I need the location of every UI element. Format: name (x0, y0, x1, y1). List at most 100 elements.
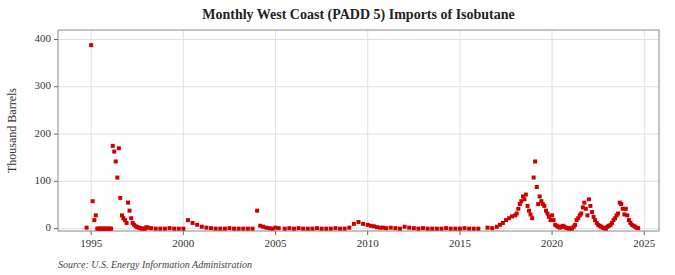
point (453, 227, 457, 231)
x-tick-label: 2005 (265, 237, 288, 249)
point (590, 210, 594, 214)
point (89, 43, 93, 47)
x-grid-line (459, 30, 460, 231)
source-note: Source: U.S. Energy Information Administ… (58, 259, 252, 270)
point (128, 209, 132, 213)
point (129, 216, 133, 220)
y-tick-label: 200 (35, 127, 52, 139)
point (343, 227, 347, 231)
point (283, 227, 287, 231)
point (490, 226, 494, 230)
y-axis-label: Thousand Barrels (5, 88, 19, 173)
x-tick (552, 231, 553, 235)
point (246, 227, 250, 231)
point (361, 222, 365, 226)
point (585, 213, 589, 217)
point (486, 226, 490, 230)
point (277, 226, 281, 230)
grid (58, 30, 659, 231)
point (412, 226, 416, 230)
chart: 0100200300400199520002005201020152020202… (0, 0, 675, 275)
point (347, 226, 351, 230)
point (550, 213, 554, 217)
point (526, 204, 530, 208)
point (439, 227, 443, 231)
point (329, 227, 333, 231)
point (463, 226, 467, 230)
y-grid-line (58, 134, 659, 135)
x-tick (275, 231, 276, 235)
point (126, 201, 130, 205)
point (588, 204, 592, 208)
point (241, 227, 245, 231)
point (172, 227, 176, 231)
point (111, 144, 115, 148)
point (237, 227, 241, 231)
point (516, 207, 520, 211)
point (530, 216, 534, 220)
point (625, 213, 629, 217)
point (125, 221, 129, 225)
x-tick (183, 231, 184, 235)
point (467, 227, 471, 231)
point (158, 227, 162, 231)
point (587, 197, 591, 201)
point (579, 212, 583, 216)
x-tick-label: 2000 (172, 237, 195, 249)
point (117, 146, 121, 150)
point (191, 221, 195, 225)
point (538, 194, 542, 198)
y-tick-label: 300 (35, 79, 52, 91)
point (533, 159, 537, 163)
point (398, 227, 402, 231)
x-grid-line (275, 30, 276, 231)
point (209, 226, 213, 230)
point (403, 225, 407, 229)
title: Monthly West Coast (PADD 5) Imports of I… (202, 7, 515, 23)
point (552, 218, 556, 222)
point (384, 226, 388, 230)
point (214, 227, 218, 231)
point (616, 212, 620, 216)
point (444, 226, 448, 230)
point (91, 199, 95, 203)
point (250, 227, 254, 231)
y-tick-label: 0 (46, 221, 52, 233)
point (527, 209, 531, 213)
y-grid-line (58, 39, 659, 40)
x-tick-label: 2010 (357, 237, 380, 249)
x-grid-line (644, 30, 645, 231)
point (154, 227, 158, 231)
x-grid-line (552, 30, 553, 231)
x-tick (644, 231, 645, 235)
point (200, 225, 204, 229)
y-tick (54, 86, 58, 87)
point (529, 212, 533, 216)
point (306, 227, 310, 231)
x-tick-label: 2015 (449, 237, 472, 249)
point (181, 227, 185, 231)
point (535, 185, 539, 189)
point (393, 226, 397, 230)
point (542, 204, 546, 208)
point (532, 176, 536, 180)
points (85, 43, 641, 231)
point (218, 227, 222, 231)
point (573, 223, 577, 227)
point (115, 176, 119, 180)
point (522, 197, 526, 201)
point (636, 226, 640, 230)
x-tick (367, 231, 368, 235)
point (297, 226, 301, 230)
x-grid-line (367, 30, 368, 231)
point (149, 226, 153, 230)
point (112, 150, 116, 154)
point (624, 207, 628, 211)
point (515, 212, 519, 216)
point (324, 227, 328, 231)
point (333, 226, 337, 230)
point (357, 220, 361, 224)
point (292, 227, 296, 231)
point (472, 227, 476, 231)
point (449, 227, 453, 231)
